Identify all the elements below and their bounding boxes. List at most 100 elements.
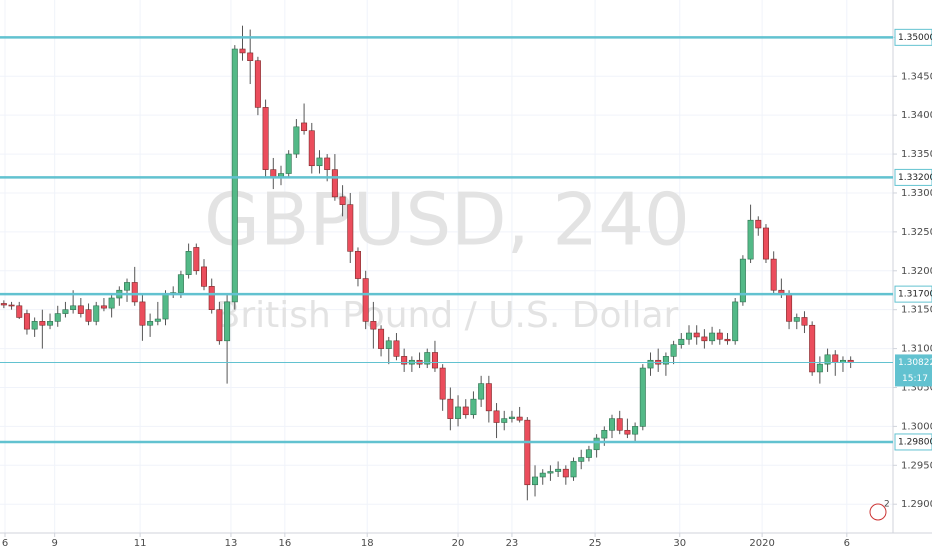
- last-price-label: 1.30822: [898, 358, 932, 368]
- candle-body: [793, 317, 800, 322]
- candle-body: [570, 461, 577, 478]
- candle-body: [493, 410, 500, 423]
- x-tick-label: 25: [589, 538, 602, 549]
- candle-body: [39, 321, 46, 326]
- candle-body: [616, 418, 623, 431]
- x-tick-label: 18: [361, 538, 374, 549]
- candle-body: [177, 274, 184, 293]
- y-tick-label: 1.32500: [901, 227, 932, 238]
- y-tick-label: 1.32000: [901, 266, 932, 277]
- candle-body: [585, 449, 592, 458]
- level-label-box: [894, 285, 932, 303]
- x-tick-label: 13: [225, 538, 238, 549]
- candle-body: [555, 468, 562, 472]
- y-tick-label: 1.33000: [901, 188, 932, 199]
- candle-body: [809, 324, 816, 373]
- candle-body: [23, 313, 30, 330]
- candle-body: [431, 352, 438, 369]
- candle-body: [293, 126, 300, 155]
- candle-body: [77, 305, 84, 314]
- candle-body: [516, 416, 523, 421]
- level-label: 1.35000: [898, 33, 932, 43]
- candle-body: [624, 429, 631, 435]
- candle-body: [185, 251, 192, 275]
- candle-body: [370, 321, 377, 330]
- candle-body: [693, 332, 700, 338]
- candle-body: [709, 332, 716, 342]
- level-label-box: [894, 28, 932, 46]
- candle-body: [8, 304, 15, 307]
- candle-body: [447, 398, 454, 419]
- candle-body: [601, 429, 608, 439]
- candle-body: [124, 282, 131, 291]
- candle-body: [424, 352, 431, 365]
- candle-body: [801, 317, 808, 326]
- badge-count[interactable]: 2: [884, 500, 890, 510]
- candle-body: [439, 367, 446, 400]
- candle-body: [816, 363, 823, 373]
- candle-body: [547, 471, 554, 474]
- candle-body: [201, 266, 207, 287]
- candle-body: [701, 336, 708, 342]
- candle-body: [755, 219, 762, 229]
- x-tick-label: 6: [2, 538, 8, 549]
- candle-body: [62, 309, 69, 314]
- x-tick-label: 2020: [749, 538, 774, 549]
- candle-body: [639, 367, 646, 427]
- candle-body: [131, 282, 138, 303]
- candle-body: [216, 309, 223, 342]
- candle-body: [385, 340, 392, 349]
- candle-body: [524, 419, 531, 486]
- candle-body: [393, 340, 400, 357]
- y-tick-label: 1.30000: [901, 421, 932, 432]
- candle-body: [824, 354, 831, 365]
- candle-body: [239, 48, 246, 54]
- y-tick-label: 1.31000: [901, 344, 932, 355]
- watermark: GBPUSD, 240: [204, 178, 690, 262]
- level-label: 1.29800: [898, 437, 932, 447]
- y-tick-label: 1.29000: [901, 499, 932, 510]
- candle-body: [762, 227, 769, 260]
- candle-body: [108, 297, 115, 309]
- candle-body: [747, 219, 754, 260]
- candle-body: [501, 418, 508, 423]
- candle-body: [678, 338, 685, 345]
- candle-body: [609, 418, 616, 431]
- level-label: 1.33200: [898, 173, 932, 183]
- candle-body: [455, 406, 462, 419]
- candle-body: [308, 130, 315, 167]
- badge[interactable]: [869, 503, 887, 521]
- candle-body: [100, 305, 107, 309]
- candle-body: [378, 328, 385, 349]
- candle-body: [147, 321, 154, 326]
- x-tick-label: 30: [673, 538, 686, 549]
- candle-body: [347, 204, 354, 252]
- candle-body: [208, 286, 215, 310]
- candle-body: [362, 278, 369, 322]
- candle-body: [354, 251, 361, 279]
- y-tick-label: 1.30500: [901, 382, 932, 393]
- candle-body: [662, 356, 669, 365]
- y-tick-label: 1.33500: [901, 149, 932, 160]
- candle-body: [478, 383, 485, 400]
- y-tick-label: 1.34000: [901, 110, 932, 121]
- candle-body: [770, 258, 777, 291]
- candle-body: [632, 426, 639, 435]
- candle-body: [224, 301, 231, 342]
- candle-body: [324, 157, 331, 170]
- y-tick-label: 1.34500: [901, 71, 932, 82]
- candle-body: [0, 303, 7, 306]
- y-tick-label: 1.29500: [901, 460, 932, 471]
- candle-body: [316, 157, 323, 167]
- candle-body: [247, 52, 254, 61]
- candle-body: [285, 153, 292, 174]
- candle-body: [54, 313, 61, 322]
- watermark-subtitle: British Pound / U.S. Dollar: [216, 295, 679, 336]
- candle-body: [262, 107, 269, 170]
- level-label-box: [894, 433, 932, 451]
- candle-body: [254, 60, 261, 108]
- x-tick-label: 23: [506, 538, 519, 549]
- candle-body: [786, 293, 793, 322]
- candle-body: [462, 406, 469, 416]
- candle-body: [732, 301, 739, 342]
